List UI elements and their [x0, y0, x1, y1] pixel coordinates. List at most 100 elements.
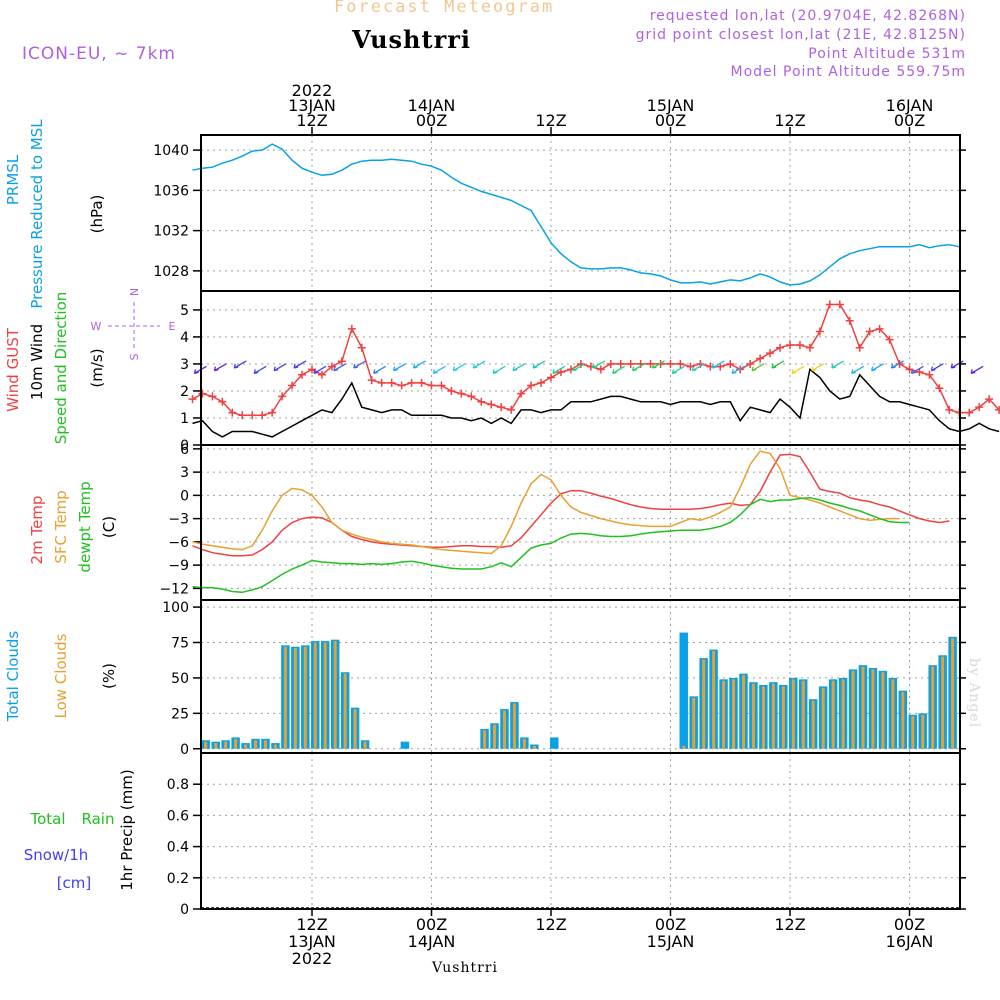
low-cloud-bar	[532, 745, 536, 749]
series-line	[192, 143, 960, 286]
wind-direction-arrowhead	[592, 363, 597, 369]
gust-marker	[258, 411, 267, 420]
wind-direction-arrowhead	[273, 366, 279, 372]
low-cloud-bar	[911, 716, 915, 749]
low-cloud-bar	[363, 741, 367, 749]
x-tick-label: 12Z	[774, 111, 805, 130]
y-tick-label: 2	[180, 384, 189, 400]
gust-marker	[407, 378, 416, 387]
gust-marker	[825, 300, 834, 309]
wind-direction-arrowhead	[930, 366, 936, 372]
gust-marker	[985, 395, 994, 404]
low-cloud-bar	[741, 675, 745, 749]
y-tick-label: −3	[168, 512, 189, 528]
low-cloud-bar	[751, 683, 755, 749]
gust-marker	[815, 327, 824, 336]
gust-marker	[387, 378, 396, 387]
gust-marker	[248, 411, 257, 420]
gust-marker	[457, 389, 466, 398]
gust-marker	[945, 405, 954, 414]
wind-direction-arrowhead	[472, 363, 478, 369]
low-cloud-bar	[254, 740, 258, 749]
pressure-unit: (hPa)	[88, 195, 106, 234]
x-tick-label: 2022	[292, 949, 333, 968]
low-cloud-bar	[682, 745, 686, 749]
wind-direction-arrowhead	[213, 366, 219, 372]
gust-marker	[317, 370, 326, 379]
y-tick-label: 4	[180, 330, 189, 346]
y-tick-label: 0	[180, 742, 189, 758]
gust-marker	[497, 403, 506, 412]
x-tick-label: 00Z	[416, 111, 447, 130]
low-cloud-bar	[811, 700, 815, 749]
gust-marker	[766, 349, 775, 358]
total-cloud-bar	[400, 741, 410, 749]
gust-marker	[188, 395, 197, 404]
low-cloud-bar	[333, 641, 337, 749]
wind-direction-arrowhead	[492, 369, 498, 374]
gust-marker	[278, 392, 287, 401]
gust-marker	[855, 343, 864, 352]
wind-direction-arrowhead	[950, 363, 956, 369]
gust-marker	[965, 408, 974, 417]
low-cloud-bar	[502, 710, 506, 749]
y-tick-label: 0.4	[167, 840, 189, 856]
x-tick-label: 14JAN	[408, 96, 456, 115]
panel-frame	[200, 444, 961, 601]
y-tick-label: 0	[180, 438, 189, 454]
gust-marker	[726, 359, 735, 368]
compass-cross	[108, 302, 160, 350]
gust-marker	[377, 378, 386, 387]
low-cloud-bar	[761, 686, 765, 749]
low-cloud-bar	[891, 679, 895, 749]
gust-marker	[875, 324, 884, 333]
wind-direction-arrowhead	[612, 369, 617, 374]
low-cloud-bar	[722, 680, 726, 749]
gust-marker	[298, 370, 307, 379]
low-cloud-bar	[771, 683, 775, 749]
y-tick-label: 3	[180, 465, 189, 481]
gust-marker	[616, 359, 625, 368]
low-cloud-bar	[861, 666, 865, 749]
gust-marker	[477, 397, 486, 406]
low-cloud-bar	[821, 687, 825, 749]
wind-direction-arrowhead	[691, 366, 697, 372]
low-cloud-bar	[214, 743, 218, 749]
low-cloud-bar	[224, 741, 228, 749]
x-tick-label: 00Z	[416, 915, 447, 934]
gust-marker	[666, 359, 675, 368]
rain-label-total: Total	[29, 810, 65, 828]
low-clouds-label: Low Clouds	[52, 633, 70, 718]
snow-unit: [cm]	[57, 874, 92, 892]
wind-direction-arrowhead	[771, 363, 777, 369]
gust-marker	[786, 341, 794, 350]
wind-direction-arrowhead	[432, 369, 438, 374]
wind-direction-arrowhead	[393, 366, 398, 372]
wind-direction-arrowhead	[353, 363, 358, 369]
gust-marker	[517, 389, 526, 398]
series-line	[192, 303, 1000, 417]
y-tick-label: −9	[168, 558, 189, 574]
y-tick-label: 1032	[153, 224, 189, 240]
y-tick-label: 1040	[153, 143, 189, 159]
y-tick-label: 100	[162, 600, 189, 616]
gust-marker	[975, 403, 984, 412]
wind-unit: (m/s)	[88, 348, 106, 387]
low-cloud-bar	[781, 686, 785, 749]
y-tick-label: 5	[180, 303, 189, 319]
series-line	[192, 450, 900, 555]
gust-marker	[626, 359, 635, 368]
y-tick-label: 3	[180, 357, 189, 373]
gust-label: Wind GUST	[4, 327, 22, 412]
rain-label-rain: Rain	[82, 810, 115, 828]
low-cloud-bar	[283, 646, 287, 749]
low-cloud-bar	[303, 646, 307, 749]
gust-marker	[547, 373, 555, 382]
wind-direction-arrowhead	[871, 366, 876, 372]
gust-marker	[208, 392, 217, 401]
y-tick-label: 6	[180, 442, 189, 458]
wind-direction-arrowhead	[831, 363, 836, 369]
gust-marker	[268, 408, 277, 417]
gust-marker	[198, 389, 207, 398]
temp2m-label: 2m Temp	[28, 496, 46, 565]
